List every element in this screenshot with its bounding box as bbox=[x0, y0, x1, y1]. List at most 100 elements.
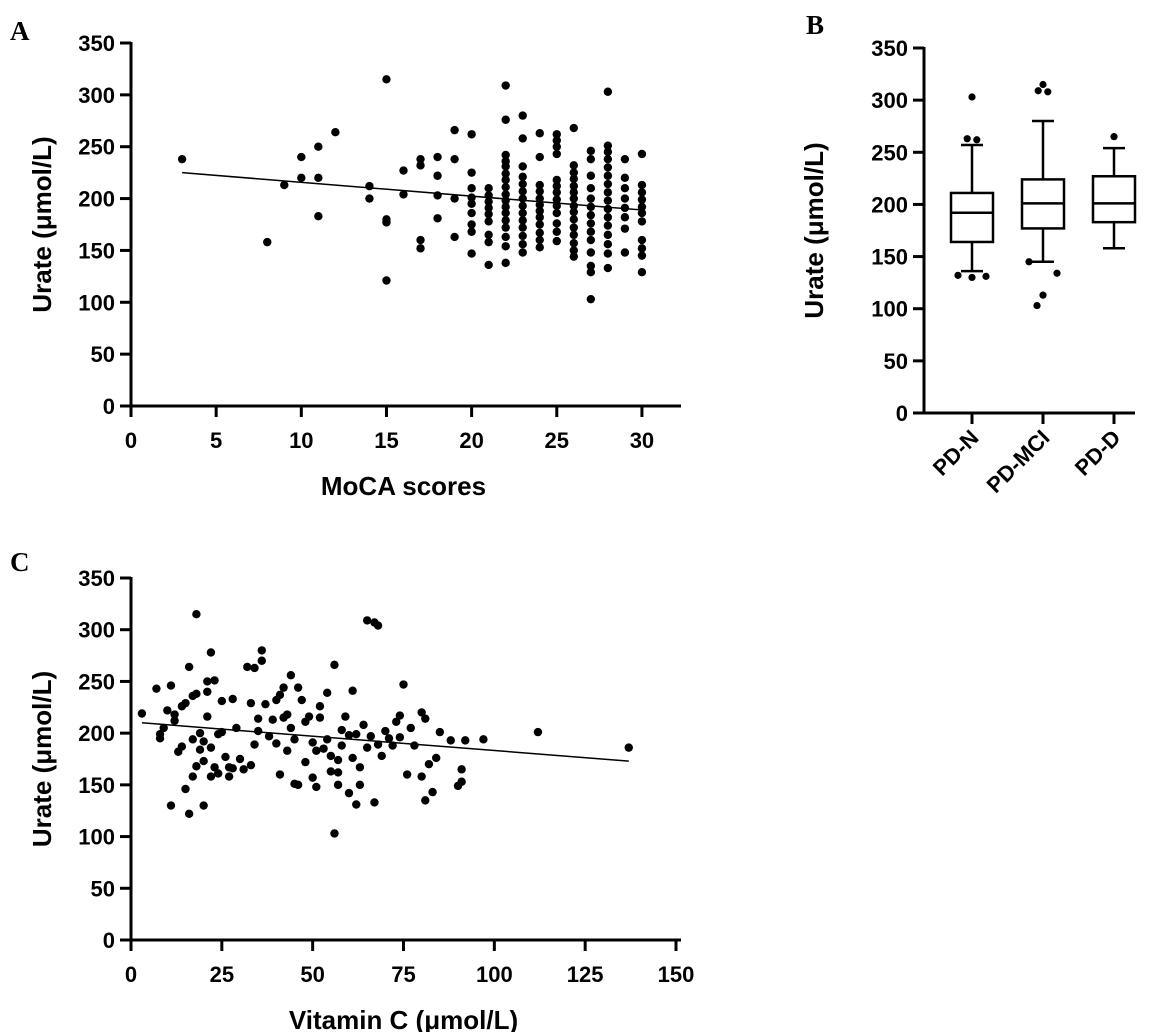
data-point bbox=[569, 181, 579, 191]
y-tick-label: 50 bbox=[884, 349, 908, 374]
data-point bbox=[362, 616, 372, 625]
data-point bbox=[314, 212, 323, 221]
data-point bbox=[552, 181, 561, 191]
outlier-point bbox=[1053, 269, 1061, 277]
data-point bbox=[467, 249, 476, 258]
data-point bbox=[206, 648, 216, 657]
data-point bbox=[569, 246, 579, 255]
data-point bbox=[355, 780, 365, 790]
data-point bbox=[297, 152, 306, 162]
data-point bbox=[467, 208, 476, 218]
data-point bbox=[569, 252, 579, 261]
data-point bbox=[192, 689, 201, 699]
data-point bbox=[330, 829, 339, 838]
data-point bbox=[166, 681, 176, 690]
y-tick-label: 300 bbox=[871, 88, 908, 113]
data-point bbox=[637, 235, 647, 245]
data-point bbox=[637, 251, 647, 260]
data-point bbox=[184, 809, 194, 819]
outlier-point bbox=[1110, 133, 1118, 141]
data-point bbox=[243, 662, 252, 672]
data-point bbox=[416, 244, 425, 253]
data-point bbox=[228, 764, 237, 773]
data-point bbox=[603, 154, 613, 164]
data-point bbox=[283, 746, 292, 755]
data-point bbox=[518, 179, 527, 189]
data-point bbox=[410, 741, 419, 750]
data-point bbox=[552, 175, 561, 185]
x-tick-label: 50 bbox=[300, 962, 324, 987]
data-point bbox=[246, 761, 256, 770]
data-point bbox=[586, 227, 596, 236]
data-point bbox=[399, 680, 408, 689]
data-point bbox=[433, 152, 442, 162]
data-point bbox=[569, 123, 579, 133]
data-point bbox=[421, 714, 430, 723]
y-tick-label: 200 bbox=[78, 721, 115, 746]
data-point bbox=[518, 223, 527, 232]
regression-line bbox=[182, 171, 642, 211]
y-tick-label: 100 bbox=[78, 290, 115, 315]
data-point bbox=[569, 194, 579, 203]
outlier-point bbox=[982, 272, 990, 280]
data-point bbox=[428, 787, 437, 797]
data-point bbox=[177, 154, 187, 164]
data-point bbox=[620, 224, 630, 233]
data-point bbox=[365, 194, 374, 203]
outlier-point bbox=[968, 93, 976, 101]
data-point bbox=[264, 732, 274, 741]
data-point bbox=[603, 171, 613, 180]
data-point bbox=[620, 184, 630, 193]
data-point bbox=[461, 736, 470, 745]
data-point bbox=[272, 739, 281, 748]
data-point bbox=[355, 763, 365, 772]
y-tick-label: 250 bbox=[78, 669, 115, 694]
data-point bbox=[535, 200, 544, 209]
data-point bbox=[552, 188, 561, 197]
data-point bbox=[344, 731, 354, 740]
data-point bbox=[433, 214, 442, 223]
data-point bbox=[535, 243, 544, 252]
panel-letter-c: C bbox=[10, 547, 30, 577]
data-point bbox=[603, 240, 613, 249]
data-point bbox=[535, 129, 544, 138]
data-point bbox=[239, 765, 248, 774]
data-point bbox=[195, 728, 205, 738]
data-point bbox=[603, 213, 613, 222]
data-point bbox=[586, 146, 596, 156]
data-point bbox=[624, 743, 633, 752]
data-point bbox=[518, 194, 527, 203]
data-point bbox=[518, 231, 527, 241]
data-point bbox=[533, 727, 543, 737]
data-point bbox=[569, 238, 579, 248]
data-point bbox=[535, 194, 544, 203]
data-point bbox=[620, 173, 630, 183]
data-point bbox=[163, 706, 172, 715]
data-point bbox=[382, 218, 391, 227]
data-point bbox=[450, 194, 459, 203]
data-point bbox=[304, 712, 314, 721]
data-point bbox=[199, 737, 208, 746]
data-point bbox=[467, 130, 476, 139]
data-point bbox=[586, 294, 596, 304]
data-point bbox=[484, 197, 493, 206]
data-point bbox=[344, 788, 354, 798]
data-point bbox=[333, 755, 343, 765]
x-tick-label: 100 bbox=[476, 962, 513, 987]
data-point bbox=[330, 660, 339, 670]
data-point bbox=[184, 662, 194, 672]
data-point bbox=[586, 219, 596, 228]
data-point bbox=[432, 753, 441, 763]
data-point bbox=[170, 710, 179, 719]
data-point bbox=[552, 208, 561, 218]
outlier-point bbox=[1025, 258, 1033, 266]
data-point bbox=[479, 735, 488, 744]
data-point bbox=[362, 743, 372, 752]
y-tick-label: 100 bbox=[78, 825, 115, 850]
data-point bbox=[261, 699, 270, 709]
y-tick-label: 50 bbox=[91, 342, 115, 367]
data-point bbox=[518, 172, 527, 181]
data-point bbox=[348, 753, 357, 763]
y-tick-label: 250 bbox=[871, 140, 908, 165]
x-tick-label: 25 bbox=[210, 962, 234, 987]
